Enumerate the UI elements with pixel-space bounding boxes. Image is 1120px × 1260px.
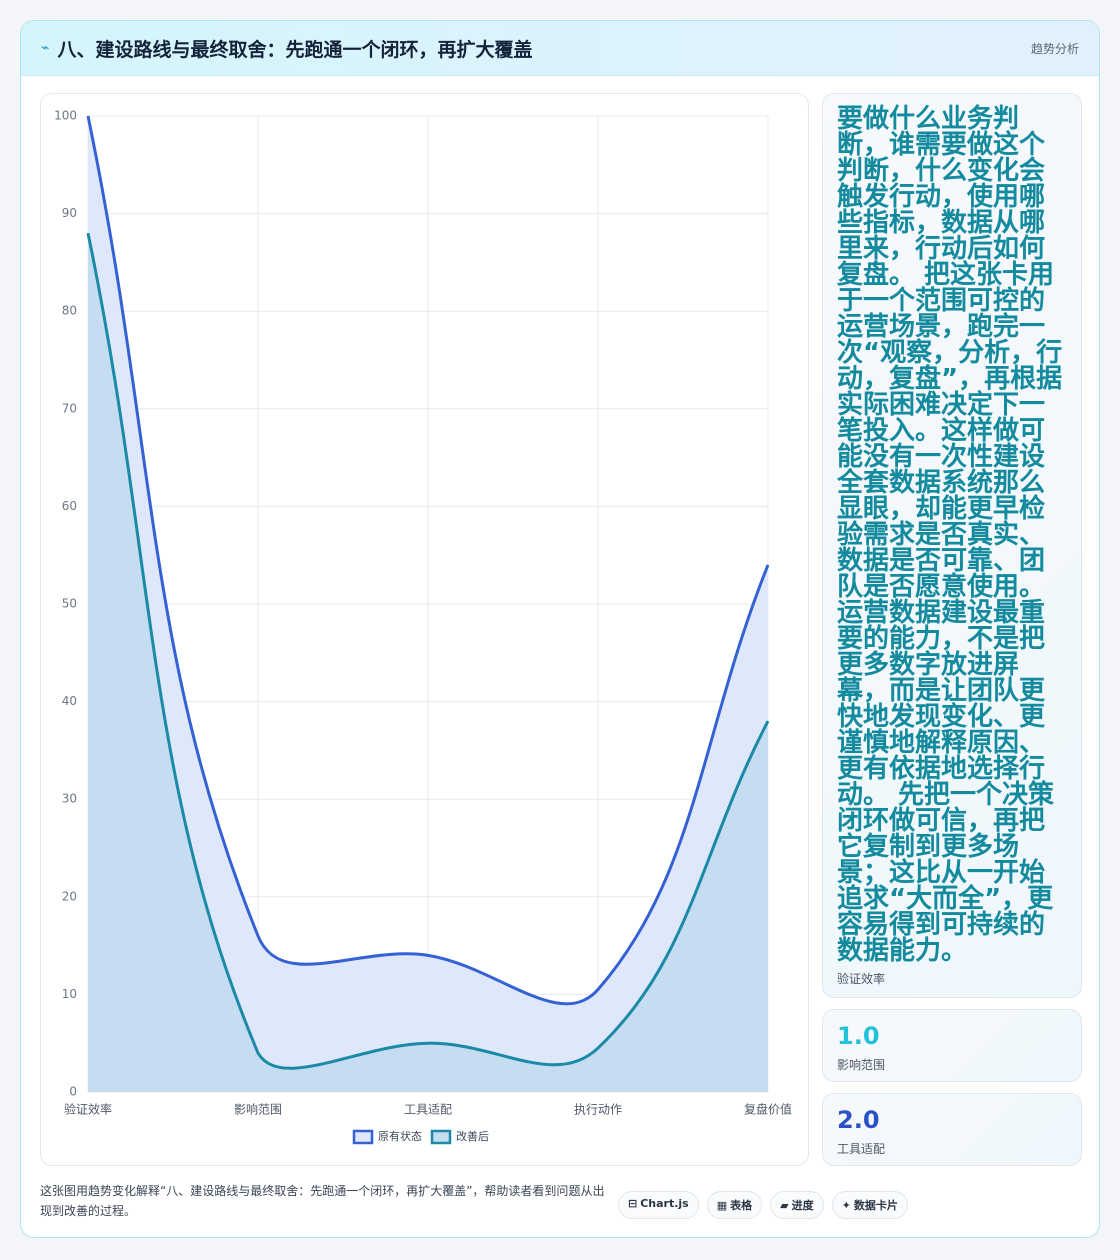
tool-button[interactable]: ⊟ Chart.js [618, 1191, 699, 1219]
x-tick-label: 工具适配 [404, 1103, 452, 1117]
stat-label: 验证效率 [837, 972, 886, 986]
header-tag[interactable]: 趋势分析 [1030, 41, 1079, 56]
legend-swatch [352, 1129, 374, 1145]
x-tick-label: 复盘价值 [744, 1102, 792, 1117]
tool-button[interactable]: ▦ 表格 [706, 1191, 763, 1219]
button-label: 表格 [730, 1199, 753, 1212]
button-label: 进度 [791, 1199, 814, 1212]
y-tick-label: 100 [54, 109, 77, 123]
button-label: 数据卡片 [853, 1199, 898, 1212]
y-tick-label: 80 [62, 304, 77, 318]
tool-button[interactable]: ▰ 进度 [770, 1191, 824, 1219]
series-line [86, 232, 770, 1070]
x-tick-label: 执行动作 [574, 1103, 622, 1117]
stat-card: 2.0 工具适配 [822, 1093, 1082, 1166]
legend: 原有状态 改善后 [352, 1129, 489, 1145]
x-tick-label: 验证效率 [64, 1102, 112, 1117]
stat-label: 工具适配 [837, 1142, 886, 1156]
chart: 0 10 20 30 40 50 60 70 80 90 100 验证效率 影响范围 工具适配 执行动作 复盘… [54, 109, 792, 1145]
stat-value: 要做什么业务判断，谁需要做这个判断，什么变化会触发行动，使用哪些指标，数据从哪里… [837, 104, 1063, 966]
button-icon: ▰ [780, 1199, 789, 1212]
legend-label: 改善后 [456, 1129, 489, 1143]
y-tick-label: 40 [62, 694, 77, 708]
caption: 这张图用趋势变化解释“八、建设路线与最终取舍：先跑通一个闭环，再扩大覆盖”，帮助… [40, 1184, 605, 1218]
y-tick-label: 70 [62, 401, 77, 415]
y-tick-label: 30 [62, 792, 77, 806]
button-icon: ⊟ [628, 1197, 638, 1210]
header-icon: ⌁ [41, 40, 50, 56]
button-row: ⊟ Chart.js ▦ 表格 ▰ 进度 ✦ 数据卡片 [618, 1191, 908, 1219]
legend-label: 原有状态 [378, 1129, 422, 1143]
stat-label: 影响范围 [837, 1058, 886, 1072]
header-title: 八、建设路线与最终取舍：先跑通一个闭环，再扩大覆盖 [57, 38, 533, 61]
button-icon: ✦ [841, 1199, 851, 1212]
series-area [88, 233, 768, 1092]
header: ⌁ 八、建设路线与最终取舍：先跑通一个闭环，再扩大覆盖 趋势分析 [21, 21, 1099, 76]
x-tick-label: 影响范围 [234, 1102, 282, 1117]
y-tick-label: 0 [69, 1085, 77, 1099]
y-tick-label: 90 [62, 206, 77, 220]
button-icon: ▦ [716, 1199, 728, 1212]
stat-value: 1.0 [837, 1022, 880, 1050]
y-tick-label: 10 [62, 987, 77, 1001]
legend-swatch [430, 1129, 452, 1145]
series-line [86, 115, 770, 1006]
card: ⌁ 八、建设路线与最终取舍：先跑通一个闭环，再扩大覆盖 趋势分析 0 10 20 30… [20, 20, 1100, 1238]
stat-value: 2.0 [837, 1106, 880, 1134]
stat-card: 要做什么业务判断，谁需要做这个判断，什么变化会触发行动，使用哪些指标，数据从哪里… [822, 93, 1082, 998]
tool-button[interactable]: ✦ 数据卡片 [831, 1191, 908, 1219]
y-tick-label: 20 [62, 889, 77, 903]
y-tick-label: 50 [62, 597, 77, 611]
button-label: Chart.js [640, 1197, 689, 1210]
stat-card: 1.0 影响范围 [822, 1009, 1082, 1082]
chart-panel: 0 10 20 30 40 50 60 70 80 90 100 验证效率 影响范围 工具适配 执行动作 复盘… [40, 93, 809, 1166]
y-tick-label: 60 [62, 499, 77, 513]
